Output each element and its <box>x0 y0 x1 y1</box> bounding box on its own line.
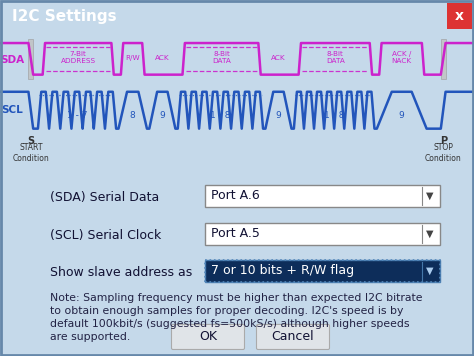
Text: ▼: ▼ <box>426 190 434 201</box>
Text: 9: 9 <box>399 111 405 120</box>
Text: Cancel: Cancel <box>272 330 314 344</box>
Text: 8-Bit
DATA: 8-Bit DATA <box>326 51 345 64</box>
Text: ACK: ACK <box>271 54 286 61</box>
FancyBboxPatch shape <box>205 260 440 282</box>
FancyBboxPatch shape <box>172 324 245 350</box>
Text: 1 - 7: 1 - 7 <box>67 111 87 120</box>
Text: (SCL) Serial Clock: (SCL) Serial Clock <box>50 229 161 242</box>
Text: START
Condition: START Condition <box>12 143 49 163</box>
FancyBboxPatch shape <box>205 223 440 245</box>
Text: SDA: SDA <box>0 55 24 65</box>
Text: ACK /
NACK: ACK / NACK <box>392 51 412 64</box>
Text: 1 - 8: 1 - 8 <box>324 111 345 120</box>
Text: Show slave address as: Show slave address as <box>50 266 192 279</box>
FancyBboxPatch shape <box>256 324 329 350</box>
Text: ▼: ▼ <box>426 266 434 276</box>
Text: STOP
Condition: STOP Condition <box>425 143 462 163</box>
Text: 1 - 8: 1 - 8 <box>210 111 231 120</box>
Text: ACK: ACK <box>155 54 170 61</box>
Text: 8: 8 <box>130 111 136 120</box>
Text: SCL: SCL <box>1 105 23 115</box>
Text: R/W: R/W <box>126 54 140 61</box>
Text: (SDA) Serial Data: (SDA) Serial Data <box>50 191 159 204</box>
FancyBboxPatch shape <box>205 185 440 206</box>
Text: I2C Settings: I2C Settings <box>12 9 117 23</box>
Text: Port A.5: Port A.5 <box>211 227 260 240</box>
Text: 8-Bit
DATA: 8-Bit DATA <box>212 51 231 64</box>
FancyBboxPatch shape <box>447 2 472 30</box>
Bar <box>28 39 33 79</box>
Text: S: S <box>27 136 35 146</box>
Text: P: P <box>439 136 447 146</box>
Text: Port A.6: Port A.6 <box>211 189 260 202</box>
Text: 7-Bit
ADDRESS: 7-Bit ADDRESS <box>61 51 96 64</box>
Text: Note: Sampling frequency must be higher than expected I2C bitrate
to obtain enou: Note: Sampling frequency must be higher … <box>50 293 422 342</box>
Text: 9: 9 <box>159 111 165 120</box>
Text: OK: OK <box>199 330 217 344</box>
Text: ▼: ▼ <box>426 229 434 239</box>
Text: 7 or 10 bits + R/W flag: 7 or 10 bits + R/W flag <box>211 264 354 277</box>
Bar <box>441 39 446 79</box>
Text: x: x <box>456 9 464 23</box>
Text: 9: 9 <box>275 111 282 120</box>
